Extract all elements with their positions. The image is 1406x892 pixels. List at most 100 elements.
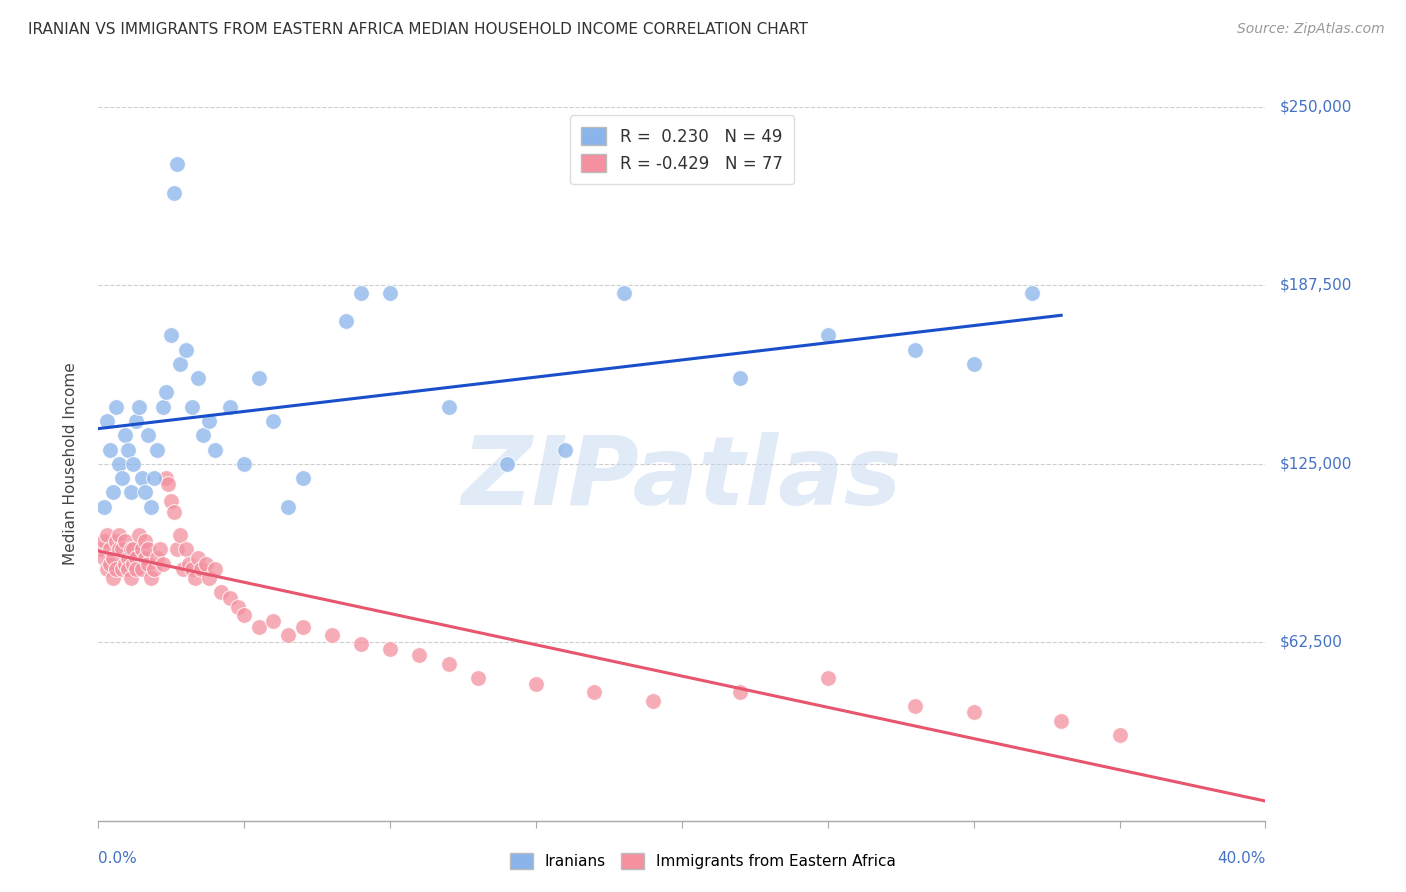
Point bbox=[157, 476, 180, 491]
Point bbox=[142, 471, 165, 485]
Point bbox=[166, 157, 188, 171]
Point bbox=[962, 357, 984, 371]
Point bbox=[1050, 714, 1073, 728]
Point bbox=[101, 485, 124, 500]
Point bbox=[125, 562, 148, 576]
Point bbox=[114, 557, 136, 571]
Point bbox=[350, 637, 373, 651]
Text: 40.0%: 40.0% bbox=[1218, 851, 1265, 866]
Point bbox=[98, 542, 121, 557]
Point bbox=[198, 414, 221, 428]
Point bbox=[247, 371, 270, 385]
Point bbox=[233, 457, 256, 471]
Point bbox=[108, 528, 131, 542]
Point bbox=[93, 551, 115, 566]
Point bbox=[277, 628, 299, 642]
Point bbox=[134, 551, 156, 566]
Point bbox=[904, 343, 927, 357]
Point bbox=[583, 685, 606, 699]
Point bbox=[114, 533, 136, 548]
Point bbox=[120, 571, 142, 585]
Point bbox=[817, 671, 839, 685]
Point bbox=[160, 328, 183, 343]
Point bbox=[187, 371, 209, 385]
Text: IRANIAN VS IMMIGRANTS FROM EASTERN AFRICA MEDIAN HOUSEHOLD INCOME CORRELATION CH: IRANIAN VS IMMIGRANTS FROM EASTERN AFRIC… bbox=[28, 22, 808, 37]
Point bbox=[183, 571, 205, 585]
Text: ZIPatlas: ZIPatlas bbox=[461, 432, 903, 524]
Text: Source: ZipAtlas.com: Source: ZipAtlas.com bbox=[1237, 22, 1385, 37]
Point bbox=[904, 699, 927, 714]
Point bbox=[962, 705, 984, 719]
Point bbox=[131, 471, 153, 485]
Point bbox=[122, 542, 145, 557]
Point bbox=[111, 562, 134, 576]
Point bbox=[101, 551, 124, 566]
Point bbox=[98, 557, 121, 571]
Point bbox=[96, 414, 118, 428]
Point bbox=[131, 542, 153, 557]
Point bbox=[1108, 728, 1130, 742]
Point bbox=[1021, 285, 1043, 300]
Point bbox=[93, 500, 115, 514]
Point bbox=[163, 505, 186, 519]
Point bbox=[108, 457, 131, 471]
Point bbox=[146, 442, 169, 457]
Point bbox=[104, 533, 127, 548]
Point bbox=[180, 562, 202, 576]
Point bbox=[291, 619, 314, 633]
Point bbox=[817, 328, 839, 343]
Point bbox=[108, 542, 131, 557]
Point bbox=[174, 542, 197, 557]
Point bbox=[378, 285, 402, 300]
Point bbox=[172, 562, 194, 576]
Point bbox=[291, 471, 314, 485]
Point bbox=[98, 442, 121, 457]
Point bbox=[209, 585, 232, 599]
Point bbox=[136, 557, 159, 571]
Point bbox=[125, 414, 148, 428]
Point bbox=[122, 457, 145, 471]
Text: $187,500: $187,500 bbox=[1279, 278, 1351, 293]
Point bbox=[155, 471, 177, 485]
Point bbox=[117, 442, 139, 457]
Point bbox=[204, 562, 226, 576]
Point bbox=[152, 400, 174, 414]
Point bbox=[104, 400, 127, 414]
Point bbox=[111, 471, 134, 485]
Point bbox=[117, 562, 139, 576]
Point bbox=[204, 442, 226, 457]
Point bbox=[142, 562, 165, 576]
Point bbox=[262, 414, 284, 428]
Point bbox=[136, 542, 159, 557]
Point bbox=[166, 542, 188, 557]
Legend: Iranians, Immigrants from Eastern Africa: Iranians, Immigrants from Eastern Africa bbox=[503, 847, 903, 875]
Text: 0.0%: 0.0% bbox=[98, 851, 138, 866]
Point bbox=[495, 457, 517, 471]
Text: $125,000: $125,000 bbox=[1279, 457, 1351, 471]
Point bbox=[262, 614, 284, 628]
Point bbox=[728, 371, 751, 385]
Point bbox=[134, 533, 156, 548]
Point bbox=[122, 557, 145, 571]
Legend: R =  0.230   N = 49, R = -0.429   N = 77: R = 0.230 N = 49, R = -0.429 N = 77 bbox=[569, 115, 794, 185]
Point bbox=[187, 551, 209, 566]
Point bbox=[101, 571, 124, 585]
Point bbox=[177, 557, 200, 571]
Point bbox=[163, 186, 186, 200]
Point bbox=[139, 571, 162, 585]
Y-axis label: Median Household Income: Median Household Income bbox=[63, 362, 77, 566]
Point bbox=[128, 528, 150, 542]
Point bbox=[218, 400, 240, 414]
Point bbox=[125, 551, 148, 566]
Point bbox=[467, 671, 489, 685]
Point bbox=[90, 542, 112, 557]
Point bbox=[228, 599, 250, 614]
Point bbox=[169, 528, 191, 542]
Point bbox=[146, 551, 169, 566]
Point bbox=[149, 542, 172, 557]
Point bbox=[437, 400, 460, 414]
Point bbox=[104, 562, 127, 576]
Text: $62,500: $62,500 bbox=[1279, 635, 1343, 649]
Point bbox=[728, 685, 751, 699]
Point bbox=[195, 557, 218, 571]
